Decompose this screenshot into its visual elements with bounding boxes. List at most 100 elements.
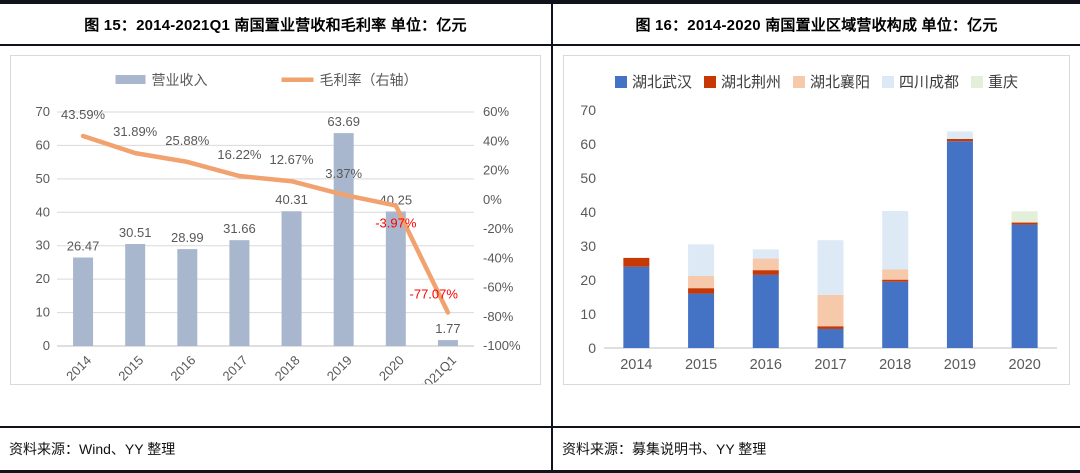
regional-revenue-chart: 0 10 20 30 40 50 60 70 2014 2015 2016 2017 2018 2019 2… bbox=[580, 73, 1057, 373]
revenue-bar bbox=[229, 240, 250, 346]
bar-value-label: 31.66 bbox=[223, 221, 256, 236]
legend-label: 四川成都 bbox=[899, 73, 959, 91]
x-axis-label: 2014 bbox=[620, 357, 652, 373]
y-axis-tick: 0 bbox=[588, 340, 596, 356]
stacked-bar-segment bbox=[817, 326, 844, 329]
y-axis-tick: 40 bbox=[580, 204, 596, 220]
bar-value-label: 63.69 bbox=[327, 114, 360, 129]
legend-line-label: 毛利率（右轴） bbox=[320, 72, 418, 88]
revenue-bar bbox=[177, 249, 198, 346]
bar-value-label: 1.77 bbox=[435, 321, 460, 336]
stacked-bar-segment bbox=[688, 293, 715, 348]
y-axis-tick: 50 bbox=[580, 170, 596, 186]
x-axis-label: 2017 bbox=[814, 357, 846, 373]
gross-margin-line bbox=[80, 133, 451, 315]
legend-swatch bbox=[971, 76, 983, 88]
figure-16-source: 资料来源：募集说明书、YY 整理 bbox=[553, 426, 1080, 470]
revenue-bar bbox=[385, 211, 406, 346]
stacked-bar-segment bbox=[946, 131, 973, 139]
right-axis-tick: -20% bbox=[483, 221, 514, 236]
y-axis-tick: 30 bbox=[580, 238, 596, 254]
legend-label: 湖北襄阳 bbox=[810, 73, 870, 91]
margin-point-label: 25.88% bbox=[165, 133, 210, 148]
bar-value-label: 26.47 bbox=[67, 239, 100, 254]
x-axis-label: 2021Q1 bbox=[416, 353, 459, 384]
stacked-bar-segment bbox=[688, 288, 715, 294]
x-axis-label: 2018 bbox=[879, 357, 911, 373]
stacked-bar-segment bbox=[882, 279, 909, 282]
revenue-bar bbox=[333, 133, 354, 346]
stacked-bar-segment bbox=[882, 269, 909, 280]
left-axis-tick: 10 bbox=[36, 305, 50, 320]
stacked-bar-segment bbox=[817, 294, 844, 327]
legend-swatch bbox=[704, 76, 716, 88]
stacked-bar-segment bbox=[946, 138, 973, 142]
legend-bar-swatch bbox=[115, 75, 146, 84]
panel-figure-16: 图 16：2014-2020 南国置业区域营收构成 单位：亿元 0 10 20 30 4… bbox=[553, 4, 1080, 470]
right-axis-tick: -80% bbox=[483, 309, 514, 324]
stacked-bar-segment bbox=[688, 275, 715, 289]
left-axis-tick: 50 bbox=[36, 171, 50, 186]
revenue-bar bbox=[281, 211, 302, 346]
figure-15-chart-box: 0 10 20 30 40 50 60 70 60% 40% 20% 0% -20% -40% -60% -8… bbox=[10, 55, 541, 385]
stacked-bar-segment bbox=[1011, 222, 1038, 225]
legend-line-swatch bbox=[281, 77, 314, 82]
figure-15-title: 图 15：2014-2021Q1 南国置业营收和毛利率 单位：亿元 bbox=[0, 4, 551, 46]
figure-15-source: 资料来源：Wind、YY 整理 bbox=[0, 426, 551, 470]
figure-16-chart-area: 0 10 20 30 40 50 60 70 2014 2015 2016 2017 2018 2019 2… bbox=[553, 46, 1080, 426]
revenue-bar bbox=[73, 257, 94, 346]
stacked-bar-segment bbox=[882, 210, 909, 270]
x-axis-label: 2016 bbox=[167, 353, 198, 384]
bar-value-label: 40.31 bbox=[275, 192, 308, 207]
x-axis-label: 2019 bbox=[944, 357, 976, 373]
legend: 湖北武汉 湖北荆州 湖北襄阳 四川成都 重庆 bbox=[615, 73, 1018, 91]
margin-point-label: -3.97% bbox=[375, 216, 417, 231]
margin-point-label: 16.22% bbox=[217, 147, 262, 162]
stacked-bar-segment bbox=[623, 257, 650, 267]
right-axis-tick: 0% bbox=[483, 192, 502, 207]
stacked-bar-segment bbox=[752, 274, 779, 348]
x-axis-label: 2020 bbox=[1009, 357, 1041, 373]
x-axis-label: 2015 bbox=[685, 357, 717, 373]
right-axis-tick: 60% bbox=[483, 104, 509, 119]
stacked-bar-segment bbox=[946, 141, 973, 348]
revenue-margin-chart: 0 10 20 30 40 50 60 70 60% 40% 20% 0% -20% -40% -60% -8… bbox=[36, 72, 521, 384]
y-axis-tick: 20 bbox=[580, 272, 596, 288]
x-axis-label: 2020 bbox=[376, 353, 407, 384]
x-axis-label: 2014 bbox=[63, 353, 94, 384]
legend-swatch bbox=[882, 76, 894, 88]
revenue-bar bbox=[125, 244, 146, 346]
margin-point-label: -77.07% bbox=[410, 286, 459, 301]
right-axis-tick: 40% bbox=[483, 133, 509, 148]
bar-value-label: 28.99 bbox=[171, 230, 204, 245]
legend: 营业收入 毛利率（右轴） bbox=[115, 72, 418, 88]
stacked-bar-segment bbox=[1011, 224, 1038, 348]
right-axis-tick: -100% bbox=[483, 338, 521, 353]
right-axis-tick: -60% bbox=[483, 280, 514, 295]
panel-figure-15: 图 15：2014-2021Q1 南国置业营收和毛利率 单位：亿元 0 10 20 3… bbox=[0, 4, 553, 470]
x-axis-label: 2015 bbox=[115, 353, 146, 384]
y-axis-tick: 10 bbox=[580, 306, 596, 322]
left-axis-tick: 0 bbox=[43, 338, 50, 353]
stacked-bar-segment bbox=[817, 240, 844, 295]
figure-16-chart-box: 0 10 20 30 40 50 60 70 2014 2015 2016 2017 2018 2019 2… bbox=[563, 55, 1070, 385]
y-axis-tick: 60 bbox=[580, 136, 596, 152]
left-axis-tick: 30 bbox=[36, 238, 50, 253]
legend-label: 重庆 bbox=[988, 73, 1018, 91]
margin-point-label: 31.89% bbox=[113, 124, 158, 139]
left-axis-tick: 70 bbox=[36, 104, 50, 119]
figure-16-title: 图 16：2014-2020 南国置业区域营收构成 单位：亿元 bbox=[553, 4, 1080, 46]
y-axis-tick: 70 bbox=[580, 102, 596, 118]
revenue-bar bbox=[437, 340, 458, 346]
x-axis-label: 2016 bbox=[750, 357, 782, 373]
stacked-bar-segment bbox=[752, 249, 779, 259]
x-axis-label: 2017 bbox=[220, 353, 251, 384]
x-axis-label: 2018 bbox=[272, 353, 303, 384]
right-axis-tick: -40% bbox=[483, 250, 514, 265]
figure-15-chart-area: 0 10 20 30 40 50 60 70 60% 40% 20% 0% -20% -40% -60% -8… bbox=[0, 46, 551, 426]
x-axis-label: 2019 bbox=[324, 353, 355, 384]
margin-point-label: 43.59% bbox=[61, 107, 106, 122]
left-axis-tick: 60 bbox=[36, 137, 50, 152]
legend-swatch bbox=[615, 76, 627, 88]
